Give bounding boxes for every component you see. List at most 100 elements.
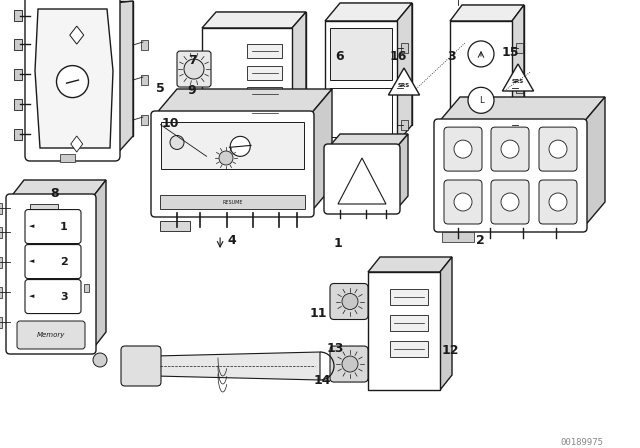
- Polygon shape: [325, 3, 412, 21]
- Text: 2: 2: [60, 257, 68, 267]
- FancyBboxPatch shape: [177, 51, 211, 87]
- FancyBboxPatch shape: [434, 119, 587, 232]
- Bar: [325, 21, 397, 143]
- Circle shape: [549, 140, 567, 158]
- Polygon shape: [92, 180, 106, 350]
- Bar: [330, 88, 392, 137]
- Polygon shape: [438, 97, 605, 123]
- Bar: [141, 40, 148, 50]
- Polygon shape: [35, 9, 113, 148]
- Polygon shape: [450, 5, 524, 21]
- FancyBboxPatch shape: [151, 111, 314, 217]
- Circle shape: [93, 353, 107, 367]
- Circle shape: [184, 59, 204, 79]
- Polygon shape: [155, 89, 332, 115]
- Bar: [0, 227, 2, 237]
- Circle shape: [501, 193, 519, 211]
- Text: 11: 11: [309, 306, 327, 319]
- Polygon shape: [155, 352, 320, 380]
- Polygon shape: [440, 257, 452, 390]
- Text: 14: 14: [313, 374, 331, 387]
- FancyBboxPatch shape: [25, 210, 81, 244]
- Polygon shape: [292, 12, 306, 136]
- Polygon shape: [502, 64, 534, 91]
- Polygon shape: [10, 180, 106, 198]
- FancyBboxPatch shape: [330, 346, 368, 382]
- Text: 16: 16: [389, 49, 406, 63]
- Polygon shape: [216, 12, 306, 120]
- Text: 6: 6: [336, 49, 344, 63]
- Bar: [516, 120, 523, 130]
- Text: 9: 9: [188, 83, 196, 96]
- FancyBboxPatch shape: [25, 0, 120, 161]
- Text: 5: 5: [156, 82, 164, 95]
- Polygon shape: [70, 26, 84, 44]
- Bar: [516, 83, 523, 93]
- Bar: [401, 120, 408, 130]
- Bar: [14, 39, 22, 49]
- FancyBboxPatch shape: [491, 127, 529, 171]
- FancyBboxPatch shape: [444, 127, 482, 171]
- Text: 00189975: 00189975: [561, 438, 604, 447]
- Text: 1: 1: [333, 237, 342, 250]
- Text: 2: 2: [476, 233, 484, 246]
- Circle shape: [468, 41, 494, 67]
- Polygon shape: [338, 158, 386, 204]
- Bar: [14, 69, 22, 79]
- Bar: [202, 28, 292, 136]
- Circle shape: [501, 140, 519, 158]
- Text: ◄: ◄: [29, 293, 35, 300]
- FancyBboxPatch shape: [25, 245, 81, 279]
- Text: ◄: ◄: [29, 258, 35, 265]
- FancyBboxPatch shape: [25, 280, 81, 314]
- Text: 3: 3: [448, 49, 456, 63]
- Text: 13: 13: [326, 341, 344, 354]
- Bar: [390, 315, 428, 331]
- Circle shape: [342, 293, 358, 310]
- Polygon shape: [71, 136, 83, 152]
- Bar: [0, 287, 2, 297]
- Bar: [14, 10, 22, 22]
- FancyBboxPatch shape: [330, 284, 368, 319]
- Bar: [247, 66, 282, 80]
- Text: RESUME: RESUME: [222, 199, 243, 204]
- Bar: [247, 87, 282, 101]
- Bar: [0, 316, 2, 327]
- Polygon shape: [368, 257, 452, 272]
- Bar: [450, 21, 512, 143]
- Bar: [160, 195, 305, 209]
- FancyBboxPatch shape: [200, 136, 263, 180]
- Bar: [368, 272, 440, 390]
- Polygon shape: [396, 134, 408, 210]
- Bar: [390, 289, 428, 305]
- Polygon shape: [340, 3, 412, 125]
- FancyBboxPatch shape: [6, 194, 96, 354]
- Text: 1: 1: [60, 222, 68, 232]
- Bar: [442, 232, 474, 242]
- Text: SRS: SRS: [398, 82, 410, 87]
- Bar: [247, 44, 282, 58]
- Bar: [0, 202, 2, 214]
- Circle shape: [454, 193, 472, 211]
- FancyBboxPatch shape: [324, 144, 400, 214]
- Bar: [160, 221, 190, 231]
- Text: 15: 15: [501, 46, 519, 59]
- Text: 3: 3: [60, 292, 68, 302]
- Bar: [141, 115, 148, 125]
- Text: SRS: SRS: [512, 78, 524, 83]
- Bar: [14, 129, 22, 139]
- Polygon shape: [48, 1, 133, 136]
- Bar: [401, 83, 408, 93]
- Bar: [516, 43, 523, 53]
- Text: 8: 8: [51, 186, 60, 199]
- FancyBboxPatch shape: [539, 180, 577, 224]
- FancyBboxPatch shape: [17, 321, 85, 349]
- Text: 4: 4: [228, 233, 236, 246]
- Bar: [14, 99, 22, 109]
- Circle shape: [170, 135, 184, 150]
- Polygon shape: [30, 0, 133, 1]
- Text: 10: 10: [161, 116, 179, 129]
- Bar: [247, 106, 282, 120]
- Bar: [390, 341, 428, 357]
- Polygon shape: [462, 5, 524, 127]
